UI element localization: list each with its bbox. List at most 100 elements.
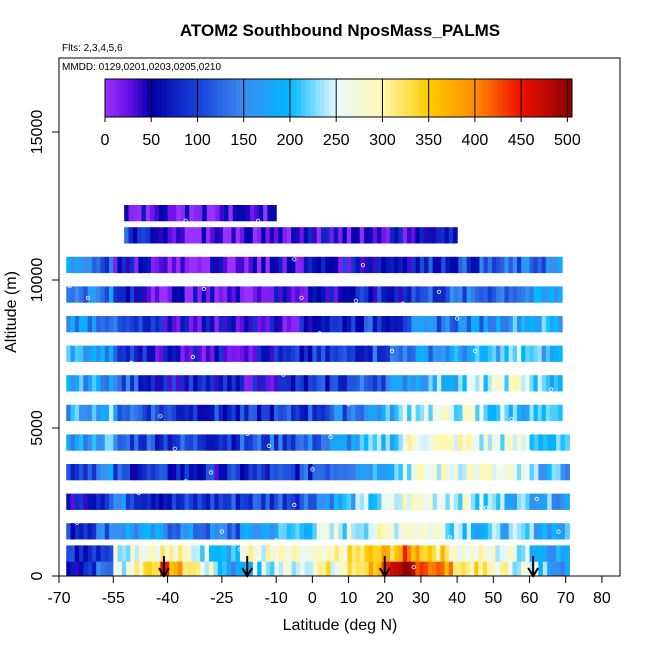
heatmap-cell (180, 256, 186, 274)
heatmap-cell (458, 256, 464, 274)
heatmap-cell (100, 256, 106, 274)
heatmap-cell (205, 227, 211, 244)
heatmap-cell (278, 493, 284, 510)
track-point (245, 431, 250, 436)
heatmap-cell (533, 345, 539, 362)
heatmap-cell (171, 316, 177, 333)
heatmap-cell (113, 375, 119, 392)
heatmap-cell (320, 404, 326, 422)
heatmap-cell (235, 375, 241, 392)
heatmap-cell (200, 560, 206, 576)
heatmap-cell (521, 345, 526, 362)
heatmap-cell (441, 523, 447, 540)
heatmap-cell (121, 256, 127, 274)
heatmap-cell (303, 404, 309, 422)
heatmap-cell (299, 316, 305, 333)
heatmap-cell (222, 434, 228, 451)
heatmap-cell (398, 493, 404, 510)
heatmap-cell (312, 434, 318, 451)
heatmap-cell (504, 434, 510, 451)
heatmap-cell (448, 560, 454, 576)
track-point (151, 304, 156, 309)
heatmap-cell (142, 404, 148, 422)
heatmap-cell (213, 560, 219, 576)
heatmap-cell (325, 286, 331, 303)
heatmap-cell (286, 345, 292, 362)
heatmap-cell (159, 316, 165, 333)
heatmap-cell (516, 560, 522, 576)
heatmap-cell (419, 286, 425, 303)
heatmap-cell (440, 545, 446, 562)
heatmap-cell (312, 286, 318, 303)
heatmap-cell (96, 286, 102, 303)
heatmap-cell (222, 227, 228, 244)
heatmap-cell (70, 375, 76, 392)
x-tick-label: -10 (265, 590, 288, 607)
heatmap-cell (167, 493, 173, 510)
colorbar-segment (123, 79, 129, 117)
track-point (527, 449, 532, 454)
heatmap-cell (368, 345, 374, 362)
heatmap-cell (330, 545, 336, 562)
heatmap-cell (512, 375, 518, 392)
heatmap-cell (500, 434, 506, 451)
heatmap-cell (453, 464, 459, 481)
heatmap-cell (445, 345, 451, 362)
heatmap-cell (402, 434, 408, 451)
heatmap-cell (496, 375, 501, 392)
heatmap-cell (453, 256, 459, 274)
colorbar-segment (567, 79, 573, 117)
heatmap-cell (195, 545, 201, 562)
heatmap-cell (218, 316, 224, 333)
colorbar-segment (338, 79, 344, 117)
heatmap-cell (466, 493, 472, 510)
heatmap-cell (364, 345, 369, 362)
track-point (172, 446, 177, 451)
heatmap-cell (316, 256, 322, 274)
heatmap-cell (407, 523, 412, 540)
colorbar-segment (226, 79, 232, 117)
heatmap-cell (419, 464, 425, 481)
heatmap-cell (156, 560, 161, 576)
heatmap-cell (452, 545, 458, 562)
heatmap-cell (167, 375, 173, 392)
heatmap-cell (291, 256, 296, 274)
heatmap-cell (556, 493, 562, 510)
heatmap-cell (458, 464, 464, 481)
heatmap-cell (346, 404, 352, 422)
heatmap-cell (360, 560, 366, 576)
heatmap-cell (213, 545, 219, 562)
heatmap-cell (113, 286, 119, 303)
heatmap-cell (398, 286, 404, 303)
heatmap-cell (449, 375, 455, 392)
heatmap-cell (333, 256, 339, 274)
heatmap-cell (146, 375, 152, 392)
heatmap-cell (171, 464, 177, 481)
heatmap-cell (415, 227, 421, 244)
heatmap-cell (235, 434, 241, 451)
colorbar-segment (534, 79, 540, 117)
heatmap-cell (529, 404, 535, 422)
colorbar-segment (366, 79, 372, 117)
colorbar-segment (231, 79, 237, 117)
heatmap-cell (171, 227, 177, 244)
heatmap-cell (359, 227, 365, 244)
heatmap-cell (217, 545, 223, 562)
heatmap-cell (508, 434, 514, 451)
heatmap-cell (74, 345, 80, 362)
heatmap-cell (173, 545, 179, 562)
heatmap-cell (235, 227, 241, 244)
flights-label: Flts: 2,3,4,5,6 (62, 43, 123, 54)
heatmap-cell (303, 256, 309, 274)
heatmap-cell (193, 316, 198, 333)
heatmap-cell (402, 227, 408, 244)
heatmap-cell (495, 560, 501, 576)
colorbar-segment (310, 79, 316, 117)
heatmap-cell (121, 404, 127, 422)
heatmap-cell (558, 256, 563, 274)
heatmap-cell (424, 316, 429, 333)
track-point (364, 369, 369, 374)
colorbar-segment (380, 79, 386, 117)
heatmap-cell (142, 523, 148, 540)
heatmap-cell (70, 545, 76, 562)
